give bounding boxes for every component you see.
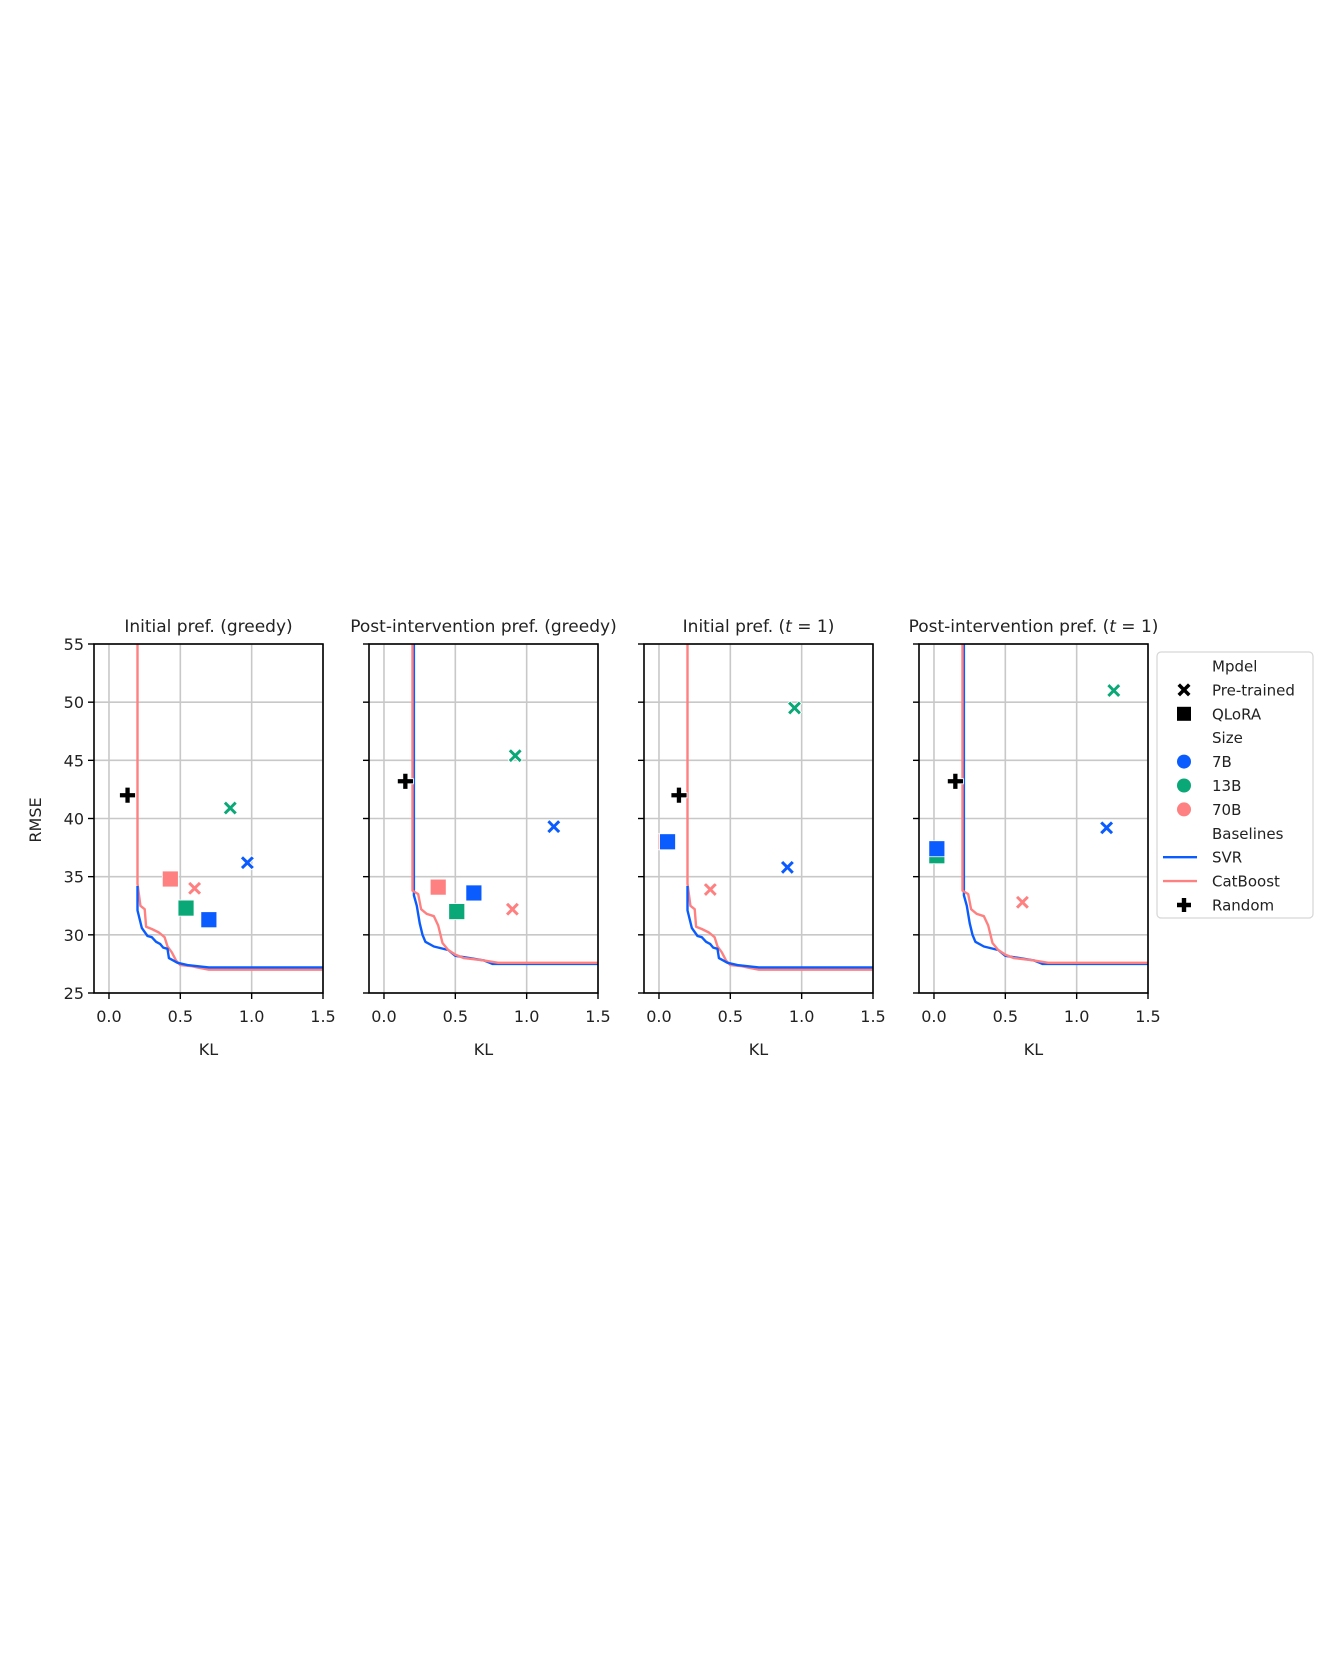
legend-label: Random [1212, 897, 1274, 915]
panel-3: 0.0 0.5 1.0 1.5 Initial pref. (t = 1) KL [638, 617, 886, 1059]
y-tick-label: 50 [64, 693, 84, 712]
pretrained-7b-x-marker [779, 859, 795, 875]
y-tick-label: 35 [64, 868, 84, 887]
x-tick-label: 1.0 [239, 1007, 264, 1026]
x-tick-label: 1.0 [1064, 1007, 1089, 1026]
x-axis-label: KL [199, 1040, 218, 1059]
x-axis-label: KL [474, 1040, 493, 1059]
x-tick-label: 0.0 [96, 1007, 121, 1026]
x-tick-label: 0.5 [718, 1007, 743, 1026]
qlora-13b-square-marker [177, 899, 195, 917]
x-tick-label: 1.0 [514, 1007, 539, 1026]
y-tick-label: 40 [64, 810, 84, 829]
x-axis-label: KL [749, 1040, 768, 1059]
catboost-baseline-line [686, 644, 873, 971]
legend-box [1156, 651, 1314, 919]
panel-1: 0.0 0.5 1.0 1.5 25 30 35 40 45 50 55 Initial pref. … [64, 617, 336, 1059]
scatter-points [928, 682, 1122, 910]
pretrained-7b-x-marker [239, 855, 255, 871]
qlora-7b-square-marker [465, 884, 483, 902]
legend-label: Pre-trained [1212, 681, 1295, 699]
pretrained-x-icon [1177, 683, 1191, 697]
grid [94, 643, 324, 994]
qlora-square-icon [1177, 706, 1191, 721]
legend-label: Mpdel [1212, 658, 1257, 676]
legend-label: 7B [1212, 753, 1232, 771]
panel-title: Initial pref. (greedy) [124, 617, 292, 637]
panel-4: 0.0 0.5 1.0 1.5 Post-intervention pref. (t =… [909, 617, 1161, 1059]
panel-2: 0.0 0.5 1.0 1.5 Post-intervention pref. (gre… [350, 617, 616, 1059]
x-tick-label: 1.0 [789, 1007, 814, 1026]
legend: Mpdel Pre-trained QLoRA Size 7B 13B 70B Baselin… [1156, 651, 1314, 919]
random-plus-icon [1177, 898, 1191, 912]
x-tick-label: 1.5 [310, 1007, 335, 1026]
scatter-points [119, 786, 255, 929]
pretrained-70b-x-marker [504, 901, 520, 917]
y-axis-label: RMSE [26, 797, 45, 842]
x-tick-label: 1.5 [1135, 1007, 1160, 1026]
legend-label: SVR [1212, 849, 1242, 867]
random-plus-marker [670, 786, 688, 804]
y-tick-label: 45 [64, 751, 84, 770]
panel-title: Post-intervention pref. (greedy) [350, 617, 616, 637]
x-tick-label: 0.0 [371, 1007, 396, 1026]
x-tick-label: 1.5 [585, 1007, 610, 1026]
panel-title: Initial pref. (t = 1) [683, 617, 835, 637]
qlora-7b-square-marker [928, 840, 946, 858]
x-tick-label: 1.5 [860, 1007, 885, 1026]
pretrained-13b-x-marker [222, 800, 238, 816]
legend-label: 13B [1212, 777, 1241, 795]
x-tick-label: 0.0 [646, 1007, 671, 1026]
pretrained-70b-x-marker [187, 880, 203, 896]
x-tick-label: 0.5 [993, 1007, 1018, 1026]
pretrained-70b-x-marker [702, 881, 718, 898]
svr-baseline-line [136, 886, 323, 969]
scatter-points [397, 748, 562, 920]
pretrained-7b-x-marker [1099, 820, 1115, 836]
x-tick-label: 0.0 [921, 1007, 946, 1026]
legend-label: QLoRA [1212, 705, 1262, 723]
panel-title: Post-intervention pref. (t = 1) [909, 617, 1159, 637]
pretrained-70b-x-marker [1014, 894, 1030, 910]
pretrained-13b-x-marker [507, 748, 523, 764]
y-tick-label: 25 [64, 984, 84, 1003]
legend-label: CatBoost [1212, 873, 1280, 891]
qlora-7b-square-marker [659, 833, 676, 851]
x-tick-label: 0.5 [168, 1007, 193, 1026]
catboost-baseline-line [411, 644, 598, 964]
size-7b-circle-icon [1177, 754, 1191, 769]
legend-label: Size [1212, 729, 1243, 747]
scatter-points [657, 700, 803, 898]
svr-baseline-line [412, 644, 598, 966]
grid [919, 643, 1149, 994]
qlora-13b-square-marker [448, 903, 466, 920]
qlora-70b-square-marker [429, 878, 447, 896]
qlora-7b-square-marker [200, 911, 218, 929]
pretrained-13b-x-marker [1106, 682, 1122, 699]
size-70b-circle-icon [1177, 802, 1191, 817]
x-axis-label: KL [1024, 1040, 1043, 1059]
legend-label: 70B [1212, 801, 1241, 819]
qlora-70b-square-marker [161, 870, 179, 888]
grid [644, 643, 874, 994]
catboost-baseline-line [961, 644, 1148, 964]
y-tick-label: 30 [64, 926, 84, 945]
random-plus-marker [947, 772, 964, 790]
y-tick-label: 55 [64, 635, 84, 654]
svr-baseline-line [962, 644, 1148, 966]
pretrained-13b-x-marker [786, 700, 803, 716]
legend-label: Baselines [1212, 825, 1284, 843]
grid [369, 643, 599, 994]
x-tick-label: 0.5 [443, 1007, 468, 1026]
svr-baseline-line [686, 886, 873, 969]
pretrained-7b-x-marker [546, 819, 562, 835]
random-plus-marker [397, 772, 414, 790]
random-plus-marker [119, 786, 136, 804]
size-13b-circle-icon [1177, 778, 1191, 793]
